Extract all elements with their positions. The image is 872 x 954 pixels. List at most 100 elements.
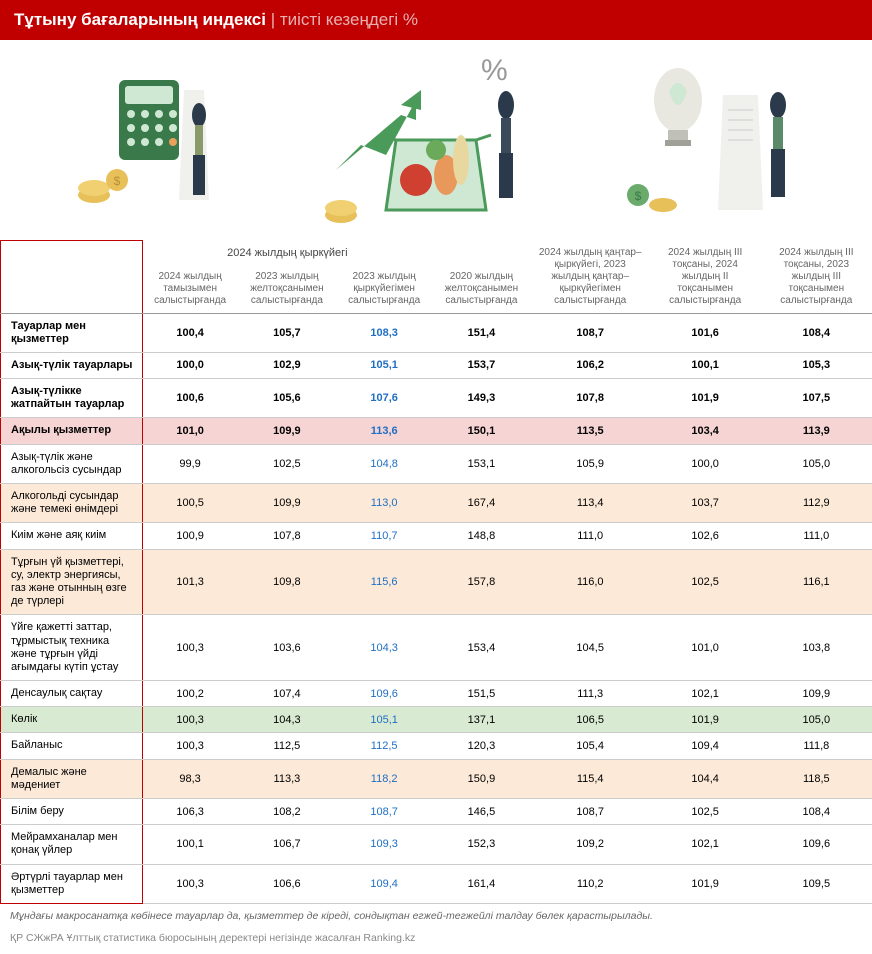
cell: 111,0 <box>761 523 872 549</box>
cell: 113,6 <box>336 418 432 444</box>
col-head-0: 2024 жылдың тамызымен салыстырғанда <box>142 263 238 313</box>
row-label: Алкогольді сусындар және темекі өнімдері <box>1 484 143 523</box>
cell: 105,1 <box>336 707 432 733</box>
cell: 108,4 <box>761 313 872 352</box>
table-row: Азық-түлікке жатпайтын тауарлар100,6105,… <box>1 379 872 418</box>
cell: 157,8 <box>432 549 531 615</box>
cell: 104,4 <box>650 759 761 798</box>
cell: 103,6 <box>238 615 337 681</box>
cell: 109,2 <box>531 825 650 864</box>
row-label: Ақылы қызметтер <box>1 418 143 444</box>
cell: 101,9 <box>650 379 761 418</box>
cell: 106,6 <box>238 864 337 903</box>
cell: 109,9 <box>761 681 872 707</box>
section-header: 2024 жылдың қыркүйегі <box>142 241 432 263</box>
cell: 98,3 <box>142 759 238 798</box>
label-column-head <box>1 241 143 314</box>
row-label: Көлік <box>1 707 143 733</box>
footnote: Мұндағы макросанатқа көбінесе тауарлар д… <box>0 904 872 928</box>
table-body: Тауарлар мен қызметтер100,4105,7108,3151… <box>1 313 872 903</box>
cell: 150,9 <box>432 759 531 798</box>
row-label: Тұрғын үй қызметтері, су, электр энергия… <box>1 549 143 615</box>
cell: 107,4 <box>238 681 337 707</box>
table-row: Ақылы қызметтер101,0109,9113,6150,1113,5… <box>1 418 872 444</box>
row-label: Мейрамханалар мен қонақ үйлер <box>1 825 143 864</box>
row-label: Киім және аяқ киім <box>1 523 143 549</box>
cell: 102,6 <box>650 523 761 549</box>
cell: 109,6 <box>761 825 872 864</box>
row-label: Азық-түлік және алкогольсіз сусындар <box>1 444 143 483</box>
cell: 148,8 <box>432 523 531 549</box>
cell: 100,3 <box>142 864 238 903</box>
cell: 103,7 <box>650 484 761 523</box>
row-label: Үйге қажетті заттар, тұрмыстық техника ж… <box>1 615 143 681</box>
cell: 116,1 <box>761 549 872 615</box>
illustration-center: % <box>297 50 574 230</box>
cell: 153,4 <box>432 615 531 681</box>
col-head-6: 2024 жылдың III тоқсаны, 2023 жылдың III… <box>761 241 872 314</box>
table-row: Азық-түлік тауарлары100,0102,9105,1153,7… <box>1 352 872 378</box>
col-head-2: 2023 жылдың қыркүйегімен салыстырғанда <box>336 263 432 313</box>
cell: 108,7 <box>531 313 650 352</box>
table-row: Денсаулық сақтау100,2107,4109,6151,5111,… <box>1 681 872 707</box>
svg-text:%: % <box>481 54 508 87</box>
cell: 111,3 <box>531 681 650 707</box>
cell: 100,1 <box>650 352 761 378</box>
cell: 106,7 <box>238 825 337 864</box>
header-bar: Тұтыну бағаларының индексі | тиісті кезе… <box>0 0 872 40</box>
cell: 100,0 <box>650 444 761 483</box>
cell: 113,9 <box>761 418 872 444</box>
cell: 101,9 <box>650 864 761 903</box>
cell: 111,0 <box>531 523 650 549</box>
table-row: Киім және аяқ киім100,9107,8110,7148,811… <box>1 523 872 549</box>
cell: 101,6 <box>650 313 761 352</box>
cpi-table: 2024 жылдың қыркүйегі 2020 жылдың желтоқ… <box>0 240 872 904</box>
cell: 100,6 <box>142 379 238 418</box>
cell: 100,1 <box>142 825 238 864</box>
cell: 100,3 <box>142 615 238 681</box>
cell: 137,1 <box>432 707 531 733</box>
cell: 102,5 <box>238 444 337 483</box>
cell: 100,3 <box>142 707 238 733</box>
cell: 104,8 <box>336 444 432 483</box>
header-title: Тұтыну бағаларының индексі <box>14 10 266 29</box>
cell: 104,3 <box>238 707 337 733</box>
cell: 115,4 <box>531 759 650 798</box>
cell: 107,6 <box>336 379 432 418</box>
cell: 113,5 <box>531 418 650 444</box>
svg-text:$: $ <box>113 174 120 188</box>
cell: 108,7 <box>336 799 432 825</box>
cell: 146,5 <box>432 799 531 825</box>
row-label: Тауарлар мен қызметтер <box>1 313 143 352</box>
cell: 105,1 <box>336 352 432 378</box>
cell: 110,2 <box>531 864 650 903</box>
cell: 108,4 <box>761 799 872 825</box>
illustration-row: $ % <box>0 40 872 240</box>
row-label: Әртүрлі тауарлар мен қызметтер <box>1 864 143 903</box>
cell: 102,5 <box>650 549 761 615</box>
svg-text:$: $ <box>635 189 642 203</box>
cell: 102,9 <box>238 352 337 378</box>
table-row: Демалыс және мәдениет98,3113,3118,2150,9… <box>1 759 872 798</box>
cell: 105,0 <box>761 707 872 733</box>
col-head-4: 2024 жылдың қаңтар–қыркүйегі, 2023 жылды… <box>531 241 650 314</box>
cell: 100,3 <box>142 733 238 759</box>
table-row: Білім беру106,3108,2108,7146,5108,7102,5… <box>1 799 872 825</box>
cell: 103,8 <box>761 615 872 681</box>
cell: 109,9 <box>238 418 337 444</box>
col-head-3: 2020 жылдың желтоқсанымен салыстырғанда <box>432 241 531 314</box>
cell: 116,0 <box>531 549 650 615</box>
cell: 108,2 <box>238 799 337 825</box>
cell: 109,6 <box>336 681 432 707</box>
row-label: Демалыс және мәдениет <box>1 759 143 798</box>
cell: 161,4 <box>432 864 531 903</box>
table-row: Байланыс100,3112,5112,5120,3105,4109,411… <box>1 733 872 759</box>
cell: 101,0 <box>650 615 761 681</box>
cell: 110,7 <box>336 523 432 549</box>
cell: 109,4 <box>336 864 432 903</box>
cell: 101,9 <box>650 707 761 733</box>
cell: 106,3 <box>142 799 238 825</box>
table-row: Алкогольді сусындар және темекі өнімдері… <box>1 484 872 523</box>
table-row: Мейрамханалар мен қонақ үйлер100,1106,7 1… <box>1 825 872 864</box>
cell: 100,9 <box>142 523 238 549</box>
